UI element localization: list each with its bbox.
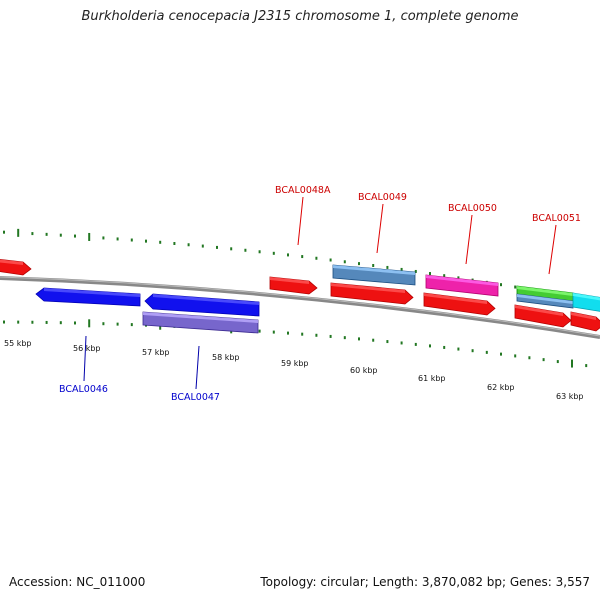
gene-feature-red[interactable] — [0, 259, 32, 276]
gene-leader-line — [548, 224, 557, 275]
chromosome-backbone — [0, 276, 600, 339]
gene-leader-line — [297, 196, 304, 246]
gene-feature-red[interactable] — [570, 311, 600, 332]
gene-features — [0, 259, 600, 334]
gene-leader-lines — [83, 196, 557, 390]
gene-label[interactable]: BCAL0046 — [59, 384, 108, 395]
gene-feature-steelblue[interactable] — [516, 293, 574, 309]
gene-leader-line — [83, 335, 87, 382]
gene-labels: BCAL0046 BCAL0047 BCAL0048A BCAL0049 BCAL005… — [59, 185, 581, 403]
gene-leader-line — [195, 345, 200, 390]
accession-text: Accession: NC_011000 — [9, 575, 146, 589]
gene-feature-red[interactable] — [514, 304, 572, 328]
gene-feature-slate[interactable] — [142, 311, 259, 334]
kbp-tick-label: 57 kbp — [142, 348, 170, 357]
gene-feature-red[interactable] — [330, 282, 414, 305]
kbp-tick-label: 60 kbp — [350, 366, 378, 375]
gene-label[interactable]: BCAL0051 — [532, 213, 581, 224]
gene-feature-magenta[interactable] — [425, 274, 499, 297]
gene-label[interactable]: BCAL0047 — [171, 392, 220, 403]
gene-leader-line — [465, 214, 473, 265]
gene-feature-red[interactable] — [269, 276, 318, 295]
gene-feature-red[interactable] — [423, 292, 496, 316]
chromosome-backbone-highlight — [0, 276, 600, 337]
gene-leader-line — [376, 203, 384, 254]
gene-feature-blue[interactable] — [35, 287, 141, 307]
gene-feature-cyan[interactable] — [572, 292, 600, 312]
kbp-tick-label: 61 kbp — [418, 374, 446, 383]
kbp-tick-label: 62 kbp — [487, 383, 515, 392]
kbp-tick-label: 59 kbp — [281, 359, 309, 368]
kbp-tick-label: 55 kbp — [4, 339, 32, 348]
map-title: Burkholderia cenocepacia J2315 chromosom… — [81, 9, 519, 24]
gene-feature-steelblue[interactable] — [332, 264, 416, 286]
gene-label[interactable]: BCAL0048A — [275, 185, 331, 196]
scale-tick-labels: 55 kbp 56 kbp 57 kbp 58 kbp 59 kbp 60 kbp 61 k… — [4, 339, 584, 401]
gene-label[interactable]: BCAL0050 — [448, 203, 497, 214]
kbp-tick-label: 58 kbp — [212, 353, 240, 362]
genome-summary-text: Topology: circular; Length: 3,870,082 bp… — [260, 575, 590, 589]
kbp-tick-label: 56 kbp — [73, 344, 101, 353]
gene-feature-blue[interactable] — [144, 293, 260, 317]
gene-label[interactable]: BCAL0049 — [358, 192, 407, 203]
kbp-tick-label: 63 kbp — [556, 392, 584, 401]
